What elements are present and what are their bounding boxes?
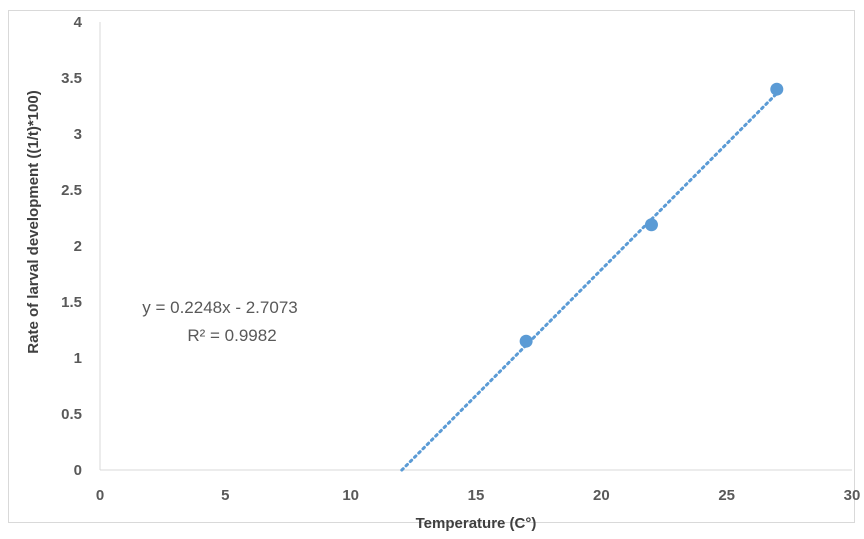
y-tick-label: 2.5 (61, 182, 82, 199)
data-point (644, 218, 658, 232)
trendline (400, 91, 779, 472)
data-points-layer (519, 82, 784, 348)
y-tick-label: 1.5 (61, 294, 82, 311)
data-point (770, 82, 784, 96)
x-tick-label: 15 (468, 487, 485, 504)
y-tick-label: 1 (74, 350, 82, 367)
x-tick-label: 10 (342, 487, 359, 504)
y-axis-title: Rate of larval development ((1/t)*100) (25, 90, 42, 353)
y-tick-label: 4 (74, 14, 83, 31)
trendline-equation: y = 0.2248x - 2.7073 (142, 298, 297, 317)
y-tick-label: 2 (74, 238, 82, 255)
x-tick-label: 5 (221, 487, 229, 504)
y-tick-label: 3.5 (61, 70, 82, 87)
x-tick-label: 30 (844, 487, 861, 504)
y-tick-labels: 0 0.5 1 1.5 2 2.5 3 3.5 4 (61, 14, 83, 479)
y-tick-label: 0.5 (61, 406, 82, 423)
trendline-r-squared: R² = 0.9982 (187, 326, 276, 345)
chart-border (8, 10, 855, 523)
x-tick-label: 20 (593, 487, 610, 504)
x-tick-labels: 0 5 10 15 20 25 30 (96, 487, 861, 504)
data-point (519, 334, 533, 348)
y-tick-label: 0 (74, 462, 82, 479)
trendline-layer (400, 91, 779, 472)
x-tick-label: 25 (718, 487, 735, 504)
x-tick-label: 0 (96, 487, 104, 504)
y-tick-label: 3 (74, 126, 82, 143)
x-axis-title: Temperature (C°) (416, 515, 537, 532)
